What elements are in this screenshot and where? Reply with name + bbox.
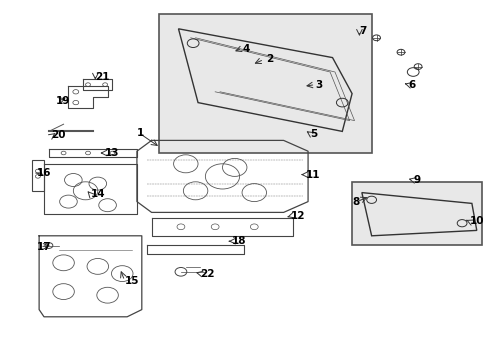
Bar: [32, 160, 44, 191]
Text: 18: 18: [232, 236, 246, 246]
Text: 5: 5: [310, 129, 317, 139]
Text: 19: 19: [56, 96, 70, 106]
Text: 12: 12: [290, 211, 305, 221]
Text: 7: 7: [359, 26, 366, 36]
Bar: [351, 182, 481, 245]
Text: 17: 17: [37, 242, 51, 252]
Text: 3: 3: [315, 80, 322, 90]
Text: 11: 11: [305, 170, 320, 180]
Text: 22: 22: [200, 269, 215, 279]
Text: 2: 2: [266, 54, 273, 64]
Text: 14: 14: [90, 189, 105, 199]
Text: 10: 10: [468, 216, 483, 226]
Text: 4: 4: [242, 44, 249, 54]
Text: 16: 16: [37, 168, 51, 178]
Text: 15: 15: [124, 276, 139, 286]
Text: 8: 8: [351, 197, 359, 207]
Bar: [159, 14, 371, 153]
Text: 6: 6: [407, 80, 415, 90]
Text: 13: 13: [105, 148, 120, 158]
Text: 20: 20: [51, 130, 66, 140]
Text: 21: 21: [95, 72, 110, 82]
Text: 9: 9: [412, 175, 420, 185]
Text: 1: 1: [137, 128, 144, 138]
